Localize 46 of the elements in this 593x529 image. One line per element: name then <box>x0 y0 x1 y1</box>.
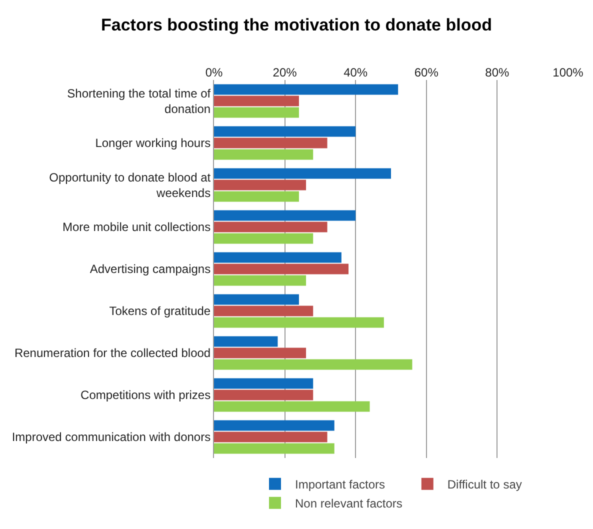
chart-title: Factors boosting the motivation to donate blood <box>101 15 492 34</box>
bar <box>214 168 391 179</box>
bar <box>214 84 398 95</box>
bar <box>214 390 314 400</box>
bar <box>214 96 299 106</box>
y-tick-label: Competitions with prizes <box>80 388 211 402</box>
bar <box>214 432 328 442</box>
legend-label: Important factors <box>295 478 386 492</box>
y-tick-label: Opportunity to donate blood at weekends <box>49 170 212 200</box>
bar <box>214 348 306 358</box>
bar <box>214 180 306 190</box>
x-tick-label: 20% <box>272 66 298 80</box>
bar <box>214 210 356 221</box>
legend-label: Difficult to say <box>447 478 522 492</box>
bar <box>214 264 349 274</box>
bar <box>214 378 314 389</box>
x-tick-label: 0% <box>205 66 223 80</box>
y-tick-label: Longer working hours <box>95 136 211 150</box>
bar <box>214 317 384 328</box>
bar <box>214 359 412 370</box>
y-tick-label: Advertising campaigns <box>90 262 211 276</box>
y-tick-label: Improved communication with donors <box>12 430 211 444</box>
bar <box>214 306 314 316</box>
bar <box>214 107 299 118</box>
bar <box>214 401 370 412</box>
bar <box>214 275 306 286</box>
x-tick-label: 60% <box>414 66 439 80</box>
bar <box>214 336 278 347</box>
bar <box>214 294 299 305</box>
bar <box>214 252 342 263</box>
bar <box>214 233 314 244</box>
x-tick-label: 40% <box>344 66 368 80</box>
y-tick-label: Shortening the total time of donation <box>67 86 212 116</box>
x-tick-label: 80% <box>485 66 510 80</box>
bar <box>214 191 299 202</box>
bar <box>214 222 328 232</box>
bar <box>214 138 328 148</box>
bar <box>214 149 314 160</box>
y-tick-label: More mobile unit collections <box>62 220 211 234</box>
bar <box>214 420 334 431</box>
bar <box>214 126 356 137</box>
bar <box>214 443 334 454</box>
legend-label: Non relevant factors <box>295 496 402 511</box>
y-tick-label: Tokens of gratitude <box>109 304 211 318</box>
x-tick-label: 100% <box>552 66 584 80</box>
y-tick-label: Renumeration for the collected blood <box>14 346 211 360</box>
